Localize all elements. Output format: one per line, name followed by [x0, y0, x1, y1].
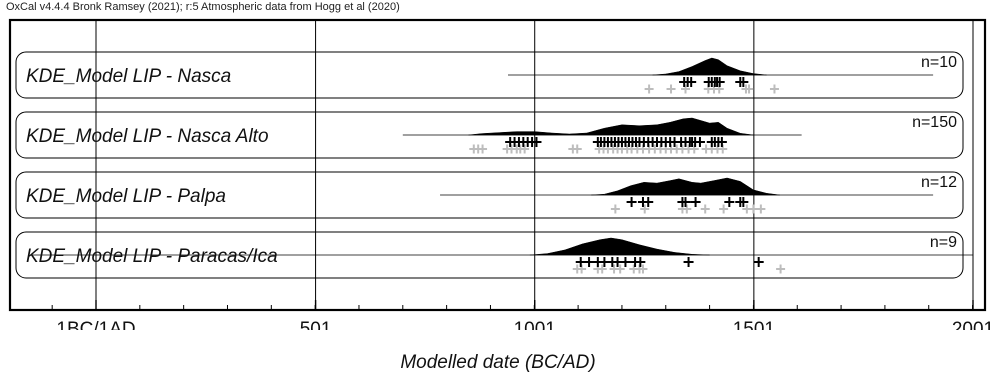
- software-credit: OxCal v4.4.4 Bronk Ramsey (2021); r:5 At…: [6, 1, 400, 13]
- x-tick-label: 1501: [733, 319, 775, 330]
- x-axis-title: Modelled date (BC/AD): [400, 352, 596, 373]
- sample-count-label: n=10: [921, 54, 957, 71]
- x-tick-label: 1001: [514, 319, 556, 330]
- sample-count-label: n=150: [912, 114, 957, 131]
- row-0: KDE_Model LIP - Nasca n=10: [15, 51, 964, 99]
- density-area: [652, 57, 767, 76]
- row-label: KDE_Model LIP - Palpa: [26, 186, 226, 207]
- x-axis: 1BC/1AD 501 1001 1501 2001: [51, 300, 994, 330]
- row-1: KDE_Model LIP - Nasca Alto n=150: [15, 111, 964, 159]
- density-area: [468, 117, 754, 136]
- x-tick-label: 2001: [952, 319, 994, 330]
- row-box: [15, 51, 964, 99]
- sample-count-label: n=12: [921, 174, 957, 191]
- row-box: [15, 171, 964, 219]
- x-tick-label: 1BC/1AD: [56, 319, 135, 330]
- x-tick-label: 501: [300, 319, 332, 330]
- sample-count-label: n=9: [930, 234, 957, 251]
- row-label: KDE_Model LIP - Nasca Alto: [26, 126, 269, 147]
- plot-frame: [8, 18, 987, 312]
- row-2: KDE_Model LIP - Palpa n=12: [15, 171, 964, 219]
- row-3: KDE_Model LIP - Paracas/Ica n=9: [15, 231, 973, 279]
- row-label: KDE_Model LIP - Nasca: [26, 66, 231, 87]
- density-area: [529, 237, 710, 256]
- row-label: KDE_Model LIP - Paracas/Ica: [26, 246, 278, 267]
- density-area: [591, 177, 780, 196]
- row-box: [15, 111, 964, 159]
